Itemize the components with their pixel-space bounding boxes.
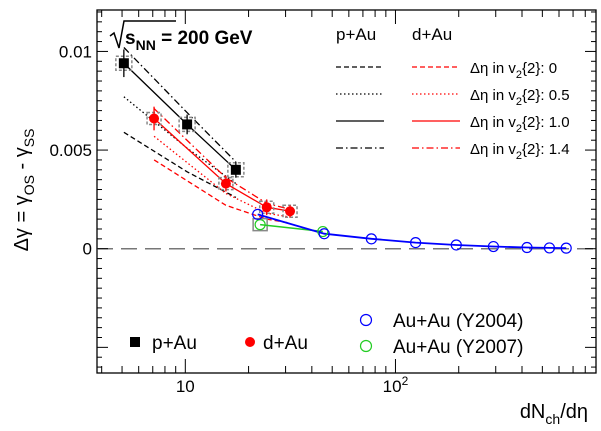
auau2004-point — [521, 241, 533, 254]
x-tick-label: 10 — [176, 377, 195, 396]
legend-model-label-part: 2 — [516, 123, 522, 135]
x-axis-label-pre: dN — [520, 401, 546, 423]
legend-model-label-part: Δη in v — [470, 87, 516, 104]
y-axis-label: Δγ = γOS - γSS — [11, 129, 37, 252]
legend-auau2007-marker — [359, 339, 373, 353]
dau-point — [149, 113, 160, 124]
pau-point — [118, 58, 129, 69]
legend-model-label-part: 2 — [516, 150, 522, 162]
data-series — [115, 49, 572, 254]
auau2004-point — [318, 228, 330, 240]
legend-model-label: Δη in v2{2}: 1.0 — [470, 114, 570, 135]
energy-value: = 200 GeV — [156, 28, 253, 49]
auau2004-point — [543, 242, 556, 254]
marker-legend: p+Au d+Au Au+Au (Y2004) Au+Au (Y2007) — [130, 311, 523, 358]
auau2004-point — [450, 239, 462, 251]
legend-pau-label: p+Au — [152, 333, 197, 354]
legend-dau-marker — [245, 337, 255, 347]
legend-model-label-part: Δη in v — [470, 60, 516, 77]
auau2004-line — [257, 213, 567, 249]
dau-syst-box — [282, 204, 298, 218]
plot-frame — [96, 9, 597, 374]
y-axis-label-sub-ss: SS — [21, 129, 37, 148]
x-tick-base: 10 — [383, 377, 402, 396]
auau2007-point — [254, 219, 266, 231]
x-axis-label: dNch/dη — [520, 401, 588, 427]
y-tick-label: 0 — [83, 240, 92, 259]
legend-model-label-part: {2}: 1.0 — [522, 114, 570, 131]
auau2004-point — [410, 236, 422, 249]
x-axis-ticks: 10 102 — [101, 10, 597, 396]
auau2007-point — [317, 225, 329, 238]
model-curve-da-dashdot — [153, 108, 291, 210]
legend-model-label-part: {2}: 1.4 — [522, 141, 570, 158]
x-tick-base: 10 — [176, 377, 195, 396]
model-curve-pa-dashed — [123, 131, 237, 198]
model-legend: Δη in v2{2}: 0Δη in v2{2}: 0.5Δη in v2{2… — [336, 60, 570, 162]
energy-s: s — [125, 28, 136, 49]
y-axis-ticks: 0 0.005 0.01 — [49, 11, 596, 368]
legend-header-dau: d+Au — [412, 25, 452, 44]
auau2004-point — [365, 233, 377, 245]
x-tick-label: 102 — [383, 374, 409, 396]
y-axis-label-mid: - γ — [11, 147, 33, 175]
dau-point — [261, 202, 272, 213]
x-tick-exponent: 2 — [402, 374, 409, 388]
legend-auau2007-label: Au+Au (Y2007) — [393, 337, 523, 358]
legend-auau2004-label: Au+Au (Y2004) — [393, 311, 523, 332]
legend-model-label-part: 2 — [516, 69, 522, 81]
legend-model-label: Δη in v2{2}: 1.4 — [470, 141, 570, 162]
energy-sub: NN — [136, 37, 156, 53]
model-curve-da-solid — [153, 118, 291, 212]
x-axis-label-sub: ch — [545, 411, 560, 427]
dau-point — [285, 206, 296, 217]
y-axis-label-sub-os: OS — [21, 175, 37, 195]
legend-dau-label: d+Au — [263, 333, 308, 354]
dau-point — [220, 178, 231, 189]
legend-model-label: Δη in v2{2}: 0.5 — [470, 87, 570, 108]
legend-model-label: Δη in v2{2}: 0 — [470, 60, 557, 81]
y-tick-label: 0.01 — [59, 42, 92, 61]
legend-model-label-part: Δη in v — [470, 141, 516, 158]
legend-model-label-part: {2}: 0.5 — [522, 87, 570, 104]
pau-point — [230, 164, 241, 175]
x-axis-label-post: /dη — [560, 401, 588, 423]
auau2004-point — [487, 240, 500, 253]
legend-auau2004-marker — [359, 313, 373, 327]
y-tick-label: 0.005 — [49, 141, 92, 160]
legend-header-pau: p+Au — [336, 25, 376, 44]
model-curve-pa-dashdot — [123, 47, 237, 163]
energy-text: sNN = 200 GeV — [125, 28, 253, 53]
y-axis-label-pre: Δγ = γ — [11, 195, 33, 251]
auau2004-point — [252, 208, 264, 220]
legend-model-label-part: {2}: 0 — [522, 60, 557, 77]
legend-model-label-part: 2 — [516, 96, 522, 108]
legend-model-label-part: Δη in v — [470, 114, 516, 131]
legend-pau-marker — [130, 337, 140, 347]
sqrt-sign — [109, 20, 176, 49]
pau-point — [182, 119, 193, 130]
auau2004-point — [560, 242, 572, 254]
model-curve-da-dotted — [153, 135, 291, 218]
energy-label: sNN = 200 GeV — [109, 20, 253, 53]
